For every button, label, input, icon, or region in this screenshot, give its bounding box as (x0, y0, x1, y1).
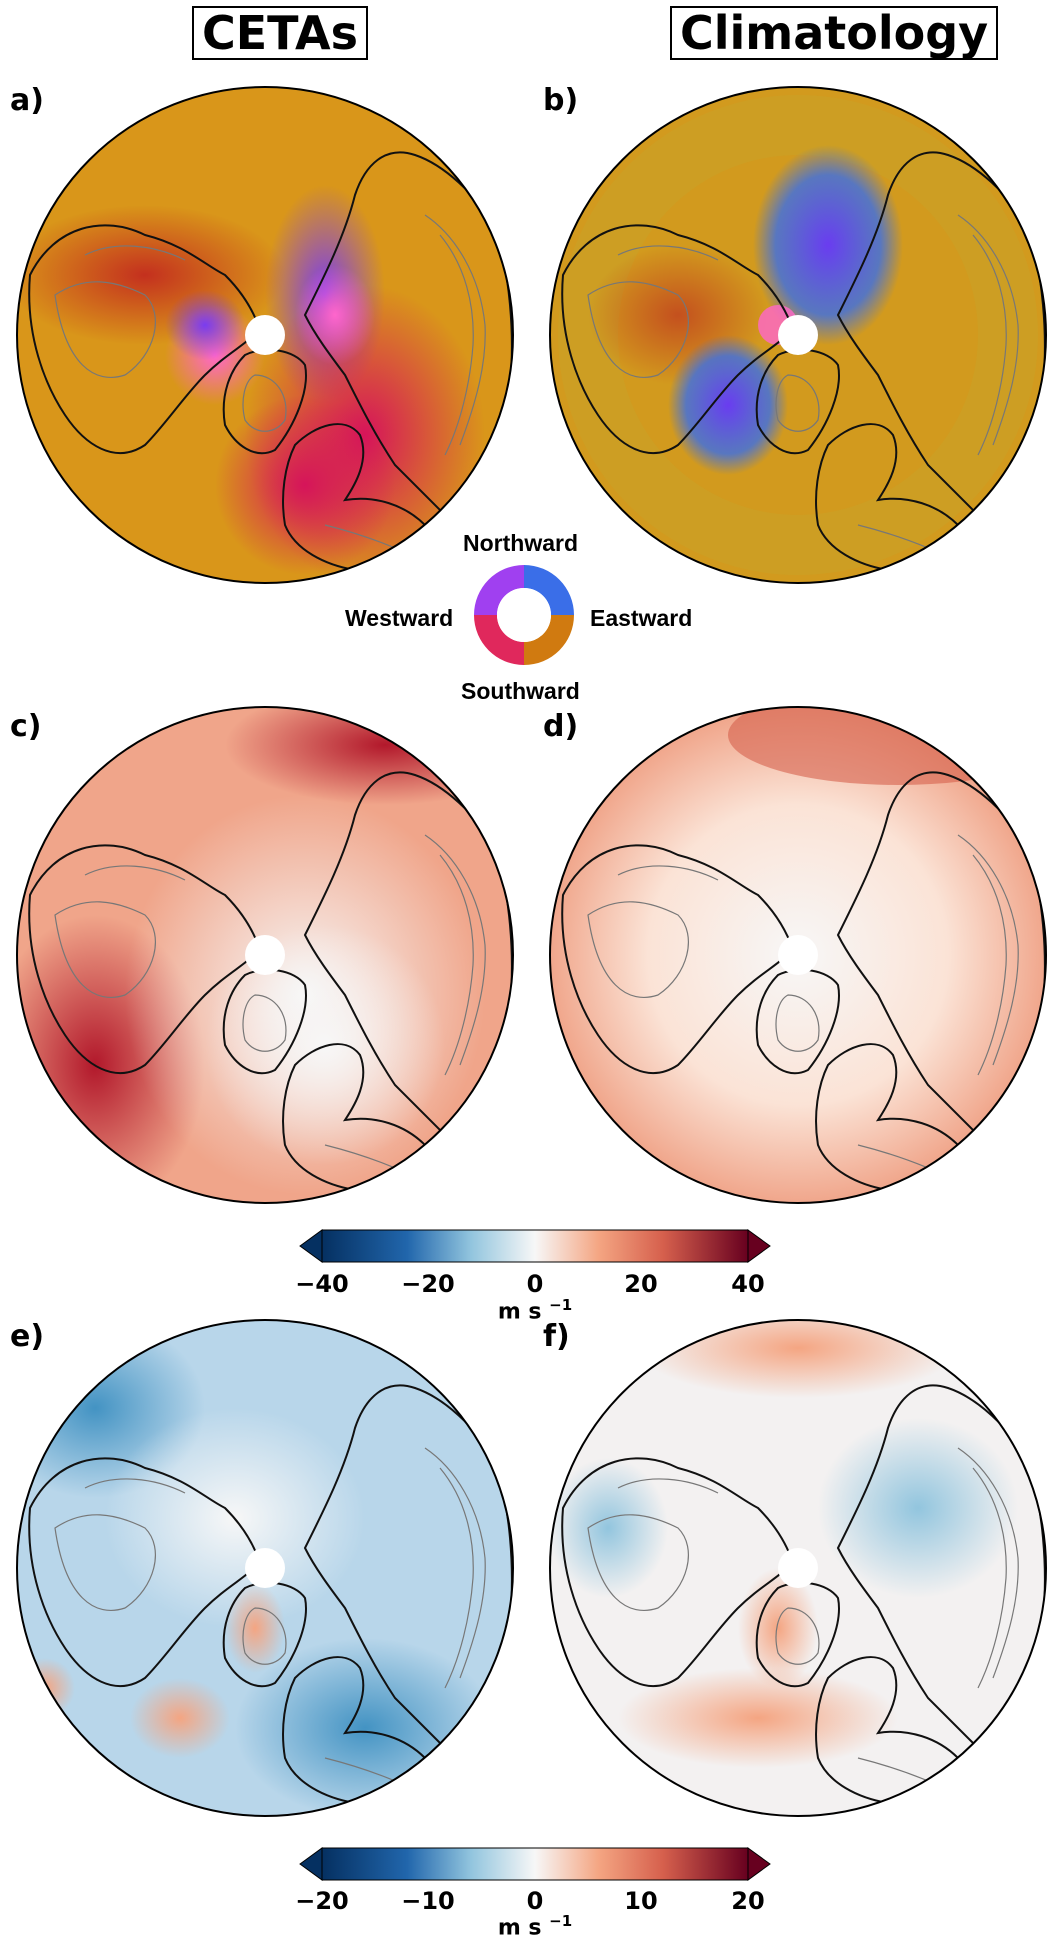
map-panel-c (16, 706, 514, 1204)
column-title-climatology: Climatology (670, 6, 999, 60)
wheel-label-south: Southward (461, 678, 580, 704)
cbar-diff-tick: −20 (295, 1887, 349, 1915)
cbar-speed-tick: 0 (526, 1270, 544, 1298)
map-panel-f (549, 1319, 1047, 1817)
direction-color-wheel (474, 565, 574, 665)
cbar-speed-tick: 20 (624, 1270, 658, 1298)
cbar-diff-tick: 20 (731, 1887, 765, 1915)
map-panel-e (16, 1319, 514, 1817)
map-panel-b (549, 86, 1047, 584)
cbar-speed-tick: 40 (731, 1270, 765, 1298)
column-title-cetas: CETAs (192, 6, 368, 60)
colorbar-diff-ticks: −20 −10 0 10 20 (0, 1887, 1053, 1917)
colorbar-diff (299, 1847, 771, 1881)
panel-label-e: e) (10, 1319, 45, 1354)
panel-label-a: a) (10, 83, 44, 118)
cbar-diff-tick: 10 (624, 1887, 658, 1915)
wheel-label-east: Eastward (590, 605, 693, 631)
colorbar-speed-ticks: −40 −20 0 20 40 (0, 1270, 1053, 1300)
wheel-label-west: Westward (345, 605, 454, 631)
panel-label-d: d) (543, 709, 579, 744)
cbar-diff-tick: 0 (526, 1887, 544, 1915)
cbar-speed-tick: −20 (401, 1270, 455, 1298)
colorbar-speed (299, 1229, 771, 1263)
panel-label-b: b) (543, 83, 579, 118)
panel-label-c: c) (10, 709, 42, 744)
panel-label-f: f) (543, 1319, 570, 1354)
map-panel-d (549, 706, 1047, 1204)
cbar-speed-tick: −40 (295, 1270, 349, 1298)
map-panel-a (16, 86, 514, 584)
colorbar-speed-unit: m s −1 (497, 1296, 573, 1325)
wheel-label-north: Northward (463, 530, 578, 556)
colorbar-diff-unit: m s −1 (497, 1912, 573, 1940)
cbar-diff-tick: −10 (401, 1887, 455, 1915)
